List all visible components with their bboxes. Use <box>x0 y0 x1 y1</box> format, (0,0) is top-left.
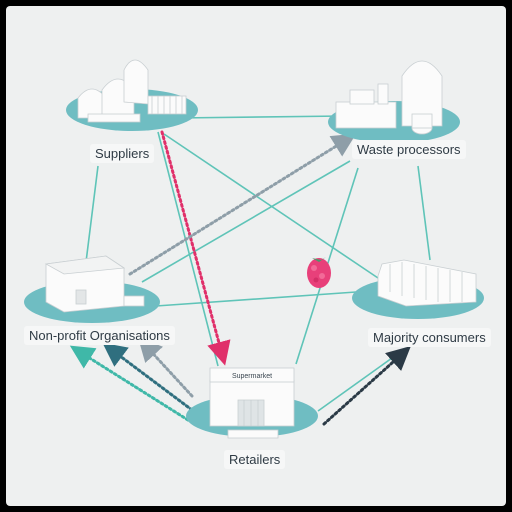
supermarket-icon <box>209 367 295 439</box>
link-suppliers-retailers <box>157 131 219 367</box>
supermarket-sign: Supermarket <box>232 373 272 380</box>
flow-retailers-to-nonprofit-blue <box>102 342 194 412</box>
flow-retailers-to-nonprofit-teal <box>69 345 190 422</box>
row-houses-icon <box>377 259 477 307</box>
link-nonprofit-majority <box>155 291 357 307</box>
flow-retailers-to-nonprofit-grey <box>137 337 194 398</box>
flow-suppliers-to-retailers <box>160 130 231 366</box>
link-suppliers-waste <box>175 115 345 119</box>
link-nonprofit-waste <box>141 160 351 283</box>
processing-plant-icon <box>335 60 443 135</box>
raspberry-icon <box>307 257 331 288</box>
diagram-canvas: Supermarket <box>24 59 484 439</box>
warehouse-icon <box>44 255 145 313</box>
waste-processors-label: Waste processors <box>352 140 466 159</box>
suppliers-label: Suppliers <box>90 144 155 163</box>
link-suppliers-majority <box>163 133 379 279</box>
flow-retailers-to-majority <box>322 345 411 426</box>
greenhouse-farm-icon <box>77 59 187 123</box>
majority-consumers-label: Majority consumers <box>368 328 491 347</box>
link-waste-majority <box>417 165 431 261</box>
link-suppliers-nonprofit <box>85 165 99 263</box>
retailers-label: Retailers <box>224 450 286 469</box>
non-profit-label: Non-profit Organisations <box>24 326 175 345</box>
network-diagram: Supermarket Suppliers Waste processors N… <box>6 6 506 506</box>
link-retailers-majority <box>317 347 407 412</box>
flow-nonprofit-to-waste <box>128 133 357 276</box>
